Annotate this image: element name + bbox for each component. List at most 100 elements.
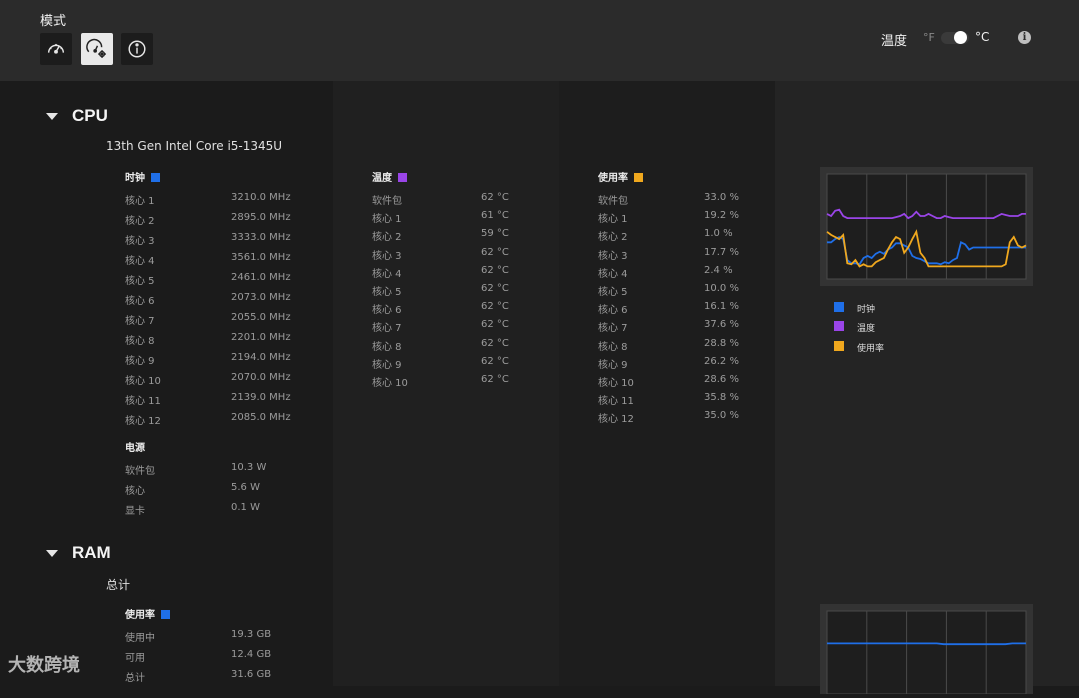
cpu-usage-row-label: 核心 3	[598, 250, 628, 262]
temperature-group-label: 温度	[372, 173, 392, 184]
cpu-usage-row-label: 核心 2	[598, 232, 628, 244]
temperature-unit-label: 温度	[881, 34, 908, 49]
cpu-usage-row-value: 35.8 %	[704, 392, 739, 404]
cpu-clock-row-label: 核心 11	[125, 396, 161, 407]
cpu-clock-row-label: 核心 6	[125, 296, 155, 307]
ram-device-name: 总计	[106, 578, 131, 592]
cpu-usage-row-value: 28.6 %	[704, 374, 739, 385]
cpu-clock-row-label: 核心 2	[125, 216, 155, 227]
column-band-2	[333, 81, 559, 686]
cpu-clock-row-value: 2085.0 MHz	[231, 412, 291, 423]
ram-usage-row-value: 19.3 GB	[231, 629, 272, 640]
cpu-temperature-row-value: 62 °C	[481, 301, 509, 313]
column-band-1	[0, 81, 333, 686]
speedometer-icon	[47, 43, 65, 54]
cpu-usage-row-value: 16.1 %	[704, 301, 739, 313]
cpu-temperature-row-label: 核心 7	[372, 323, 402, 335]
series-line-温度	[826, 208, 1026, 220]
ram-usage-row-label: 可用	[125, 653, 145, 664]
cpu-temperature-row-label: 核心 8	[372, 341, 402, 353]
cpu-temperature-row-label: 核心 2	[372, 232, 402, 244]
series-line-使用率	[827, 642, 1026, 646]
cpu-clock-row-value: 3333.0 MHz	[231, 232, 291, 243]
cpu-usage-row-label: 核心 10	[598, 378, 634, 389]
cpu-clock-row-value: 2895.0 MHz	[231, 212, 291, 223]
legend-usage-label: 使用率	[857, 344, 885, 354]
cpu-collapse-arrow-icon[interactable]	[46, 113, 58, 120]
cpu-clock-row-value: 2461.0 MHz	[231, 272, 291, 283]
cpu-temperature-row-label: 核心 9	[372, 359, 402, 371]
cpu-usage-row-label: 核心 5	[598, 287, 628, 298]
cpu-power-row-label: 软件包	[125, 466, 155, 477]
cpu-clock-row-value: 2194.0 MHz	[231, 352, 291, 363]
cpu-temperature-row-label: 软件包	[372, 196, 402, 207]
ram-usage-color-swatch	[161, 610, 170, 619]
cpu-temperature-row-label: 核心 4	[372, 268, 402, 280]
ram-usage-row-label: 使用中	[125, 633, 155, 644]
performance-mode-button[interactable]	[40, 33, 72, 65]
cpu-power-row-value: 5.6 W	[231, 482, 260, 493]
performance-settings-mode-button[interactable]	[81, 33, 113, 65]
speedometer-gear-icon	[86, 38, 106, 58]
info-icon[interactable]: i	[1018, 31, 1031, 44]
cpu-usage-row-label: 核心 8	[598, 341, 628, 353]
cpu-temperature-row-value: 62 °C	[481, 264, 509, 276]
cpu-clock-row-value: 2070.0 MHz	[231, 372, 291, 383]
cpu-clock-row-label: 核心 8	[125, 336, 155, 347]
ram-collapse-arrow-icon[interactable]	[46, 550, 58, 557]
cpu-temperature-row-label: 核心 10	[372, 378, 408, 389]
chart-border	[826, 173, 1027, 280]
cpu-clock-row-label: 核心 4	[125, 256, 155, 267]
cpu-clock-row-value: 2055.0 MHz	[231, 312, 291, 323]
ram-usage-row-label: 总计	[125, 673, 145, 684]
ram-chart	[820, 604, 1033, 695]
cpu-temperature-row-value: 61 °C	[481, 210, 509, 222]
usage-group-label: 使用率	[598, 173, 628, 184]
ram-usage-group-header: 使用率	[125, 606, 170, 621]
cpu-usage-row-value: 10.0 %	[704, 283, 739, 294]
cpu-clock-row-label: 核心 7	[125, 316, 155, 327]
cpu-temperature-row-label: 核心 3	[372, 250, 402, 262]
cpu-clock-row-label: 核心 5	[125, 276, 155, 287]
info-mode-button[interactable]	[121, 33, 153, 65]
cpu-usage-row-label: 核心 7	[598, 323, 628, 335]
series-line-使用率	[826, 229, 1027, 268]
cpu-temperature-row-value: 59 °C	[481, 228, 509, 240]
clock-group-header: 时钟	[125, 169, 160, 184]
legend-temperature-swatch	[834, 321, 844, 331]
cpu-clock-row-label: 核心 1	[125, 196, 155, 207]
legend-clock-label: 时钟	[857, 305, 876, 315]
cpu-usage-row-value: 1.0 %	[704, 228, 733, 240]
temperature-color-swatch	[398, 173, 407, 182]
ram-section-title: RAM	[72, 543, 111, 562]
cpu-clock-row-value: 3210.0 MHz	[231, 192, 291, 203]
cpu-usage-row-label: 软件包	[598, 196, 628, 207]
cpu-clock-row-value: 2073.0 MHz	[231, 292, 291, 303]
cpu-power-row-label: 显卡	[125, 506, 145, 517]
ram-usage-row-value: 31.6 GB	[231, 669, 272, 680]
ram-usage-group-label: 使用率	[125, 610, 155, 621]
fahrenheit-label: °F	[923, 31, 935, 44]
cpu-power-row-label: 核心	[125, 486, 145, 497]
cpu-clock-row-value: 2139.0 MHz	[231, 392, 291, 403]
clock-color-swatch	[151, 173, 160, 182]
title-bar: 模式 温度 °F	[0, 0, 1079, 81]
cpu-temperature-row-value: 62 °C	[481, 283, 509, 294]
cpu-usage-row-value: 35.0 %	[704, 410, 739, 422]
cpu-temperature-row-value: 62 °C	[481, 319, 509, 331]
cpu-temperature-row-value: 62 °C	[481, 374, 509, 385]
cpu-usage-row-value: 33.0 %	[704, 192, 739, 203]
cpu-usage-row-value: 26.2 %	[704, 355, 739, 367]
cpu-usage-row-value: 2.4 %	[704, 264, 733, 276]
legend-temperature-label: 温度	[857, 324, 876, 334]
cpu-usage-row-value: 17.7 %	[704, 246, 739, 258]
cpu-usage-row-value: 19.2 %	[704, 210, 739, 222]
info-circle-icon	[128, 40, 146, 58]
mode-label: 模式	[40, 14, 67, 29]
legend-clock-swatch	[834, 302, 844, 312]
cpu-chart	[820, 167, 1033, 286]
cpu-clock-row-value: 3561.0 MHz	[231, 252, 291, 263]
temperature-unit-toggle[interactable]	[941, 31, 969, 44]
cpu-temperature-row-value: 62 °C	[481, 246, 509, 258]
cpu-section-title: CPU	[72, 106, 108, 125]
